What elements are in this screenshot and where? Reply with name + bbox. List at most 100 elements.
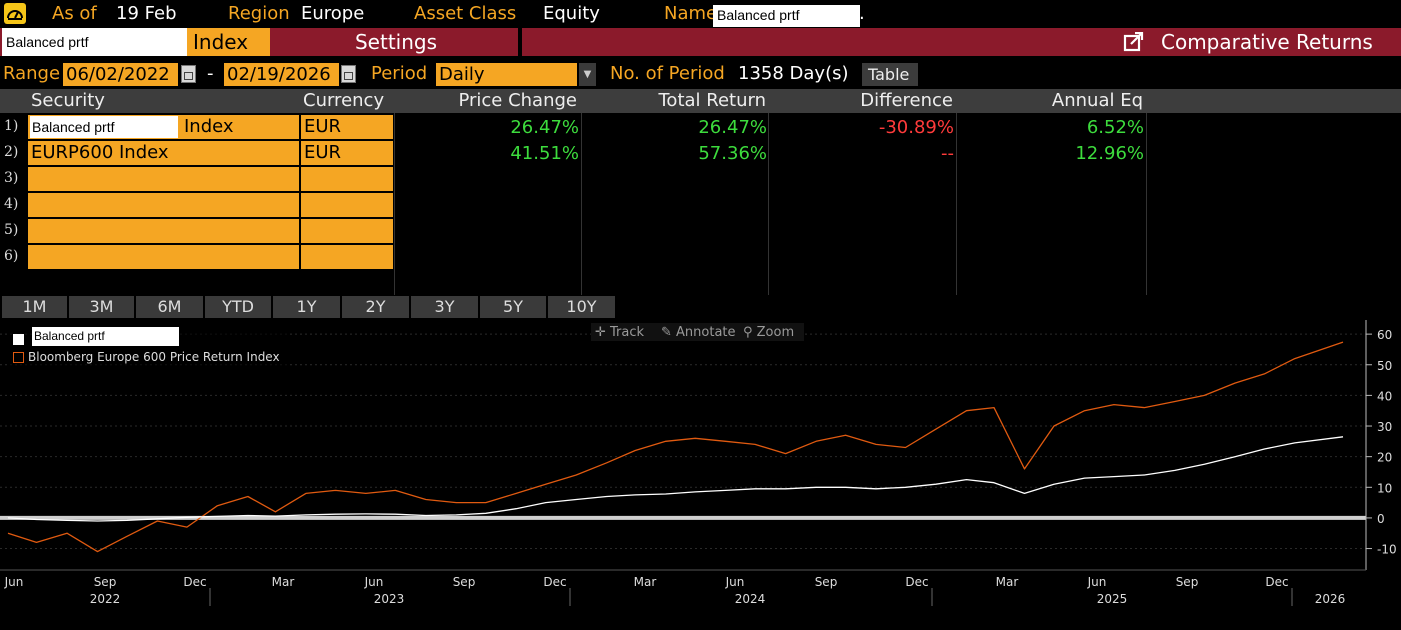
- range-3y-button[interactable]: 3Y: [411, 296, 478, 318]
- x-month-label: Dec: [183, 575, 206, 589]
- y-tick-label: 60: [1377, 328, 1392, 342]
- x-month-label: Dec: [1265, 575, 1288, 589]
- comparative-returns-chart[interactable]: 60 50 40 30 20 10 0 -10 Jun Sep Dec Mar Jun Sep Dec Mar…: [0, 320, 1401, 630]
- x-month-label: Jun: [725, 575, 745, 589]
- legend-label-portfolio[interactable]: Balanced prtf: [32, 327, 179, 346]
- col-header-difference[interactable]: Difference: [769, 89, 956, 113]
- period-label: Period: [371, 63, 428, 84]
- header-bar: Balanced prtf Index Settings Comparative…: [0, 28, 1401, 56]
- range-buttons: 1M 3M 6M YTD 1Y 2Y 3Y 5Y 10Y: [0, 296, 1401, 320]
- range-3m-button[interactable]: 3M: [69, 296, 134, 318]
- currency-cell[interactable]: EUR: [301, 115, 393, 139]
- top-info-bar: As of 19 Feb Region Europe Asset Class E…: [0, 0, 1401, 28]
- security-suffix: Index: [184, 116, 234, 137]
- x-month-label: Mar: [634, 575, 657, 589]
- chart-svg[interactable]: 60 50 40 30 20 10 0 -10 Jun Sep Dec Mar Jun Sep Dec Mar…: [0, 320, 1401, 630]
- column-divider: [768, 113, 769, 295]
- row-number: 3): [4, 170, 19, 186]
- total-return-value: 26.47%: [698, 117, 767, 138]
- row-number: 2): [4, 144, 19, 160]
- y-tick-label: 10: [1377, 481, 1392, 495]
- chevron-down-icon[interactable]: ▼: [579, 63, 596, 86]
- col-header-total-return[interactable]: Total Return: [581, 89, 769, 113]
- asset-class-value[interactable]: Equity: [543, 3, 600, 24]
- col-header-price-change[interactable]: Price Change: [394, 89, 581, 113]
- range-1m-button[interactable]: 1M: [2, 296, 67, 318]
- y-tick-label: 20: [1377, 451, 1392, 465]
- col-header-security[interactable]: Security: [28, 89, 300, 113]
- page-title: Comparative Returns: [1161, 30, 1373, 54]
- x-month-label: Jun: [4, 575, 24, 589]
- tab-divider: [518, 28, 522, 56]
- column-divider: [956, 113, 957, 295]
- x-year-label: 2024: [735, 592, 766, 606]
- row-number: 6): [4, 248, 19, 264]
- currency-cell[interactable]: [301, 193, 393, 217]
- magnifier-icon: ⚲: [743, 325, 757, 340]
- calendar-icon[interactable]: [341, 65, 356, 83]
- region-value[interactable]: Europe: [301, 3, 365, 24]
- period-select[interactable]: Daily: [436, 63, 577, 86]
- zoom-tool[interactable]: ⚲ Zoom: [743, 325, 795, 340]
- currency-cell[interactable]: [301, 219, 393, 243]
- num-period-label: No. of Period: [610, 63, 725, 84]
- col-header-currency[interactable]: Currency: [300, 89, 394, 113]
- x-month-label: Sep: [94, 575, 117, 589]
- x-month-label: Sep: [453, 575, 476, 589]
- x-month-label: Jun: [1087, 575, 1107, 589]
- range-ytd-button[interactable]: YTD: [205, 296, 271, 318]
- calendar-icon[interactable]: [181, 65, 196, 83]
- y-tick-label: 40: [1377, 389, 1392, 403]
- range-dash: -: [207, 63, 214, 84]
- y-tick-label: 30: [1377, 420, 1392, 434]
- header-blank: [0, 89, 28, 113]
- x-year-label: 2025: [1097, 592, 1128, 606]
- security-type-field[interactable]: Index: [187, 28, 270, 56]
- annotate-tool[interactable]: ✎ Annotate: [661, 325, 736, 340]
- settings-tab[interactable]: Settings: [274, 28, 518, 56]
- chart-legend: Balanced prtf Bloomberg Europe 600 Price…: [7, 324, 287, 370]
- currency-cell[interactable]: [301, 245, 393, 269]
- crosshair-icon: ✛: [595, 325, 611, 340]
- legend-label-benchmark[interactable]: Bloomberg Europe 600 Price Return Index: [28, 350, 280, 364]
- table-button[interactable]: Table: [862, 63, 918, 86]
- range-5y-button[interactable]: 5Y: [480, 296, 546, 318]
- x-month-label: Mar: [996, 575, 1019, 589]
- security-cell[interactable]: Balanced prtf Index: [28, 115, 299, 139]
- x-year-label: 2023: [374, 592, 405, 606]
- chart-toolbar: ✛ Track ✎ Annotate ⚲ Zoom: [591, 323, 804, 341]
- name-input[interactable]: Balanced prtf: [713, 5, 860, 27]
- track-tool[interactable]: ✛ Track: [595, 325, 645, 340]
- as-of-value[interactable]: 19 Feb: [116, 3, 177, 24]
- col-header-annual-eq[interactable]: Annual Eq: [956, 89, 1146, 113]
- gauge-icon[interactable]: [4, 3, 26, 24]
- price-change-value: 26.47%: [510, 117, 579, 138]
- as-of-label: As of: [52, 3, 97, 24]
- y-tick-label: 50: [1377, 359, 1392, 373]
- security-name: Balanced prtf: [30, 116, 178, 138]
- security-cell[interactable]: EURP600 Index: [28, 141, 299, 165]
- range-6m-button[interactable]: 6M: [136, 296, 203, 318]
- range-2y-button[interactable]: 2Y: [342, 296, 409, 318]
- row-number: 4): [4, 196, 19, 212]
- security-cell[interactable]: [28, 167, 299, 191]
- currency-cell[interactable]: [301, 167, 393, 191]
- series-line: [7, 341, 1344, 553]
- pencil-icon: ✎: [661, 325, 677, 340]
- column-divider: [581, 113, 582, 295]
- security-cell[interactable]: [28, 219, 299, 243]
- x-month-label: Dec: [543, 575, 566, 589]
- x-month-label: Sep: [815, 575, 838, 589]
- security-cell[interactable]: [28, 245, 299, 269]
- currency-cell[interactable]: EUR: [301, 141, 393, 165]
- range-10y-button[interactable]: 10Y: [548, 296, 615, 318]
- start-date-field[interactable]: 06/02/2022: [63, 63, 178, 86]
- external-link-icon[interactable]: [1123, 32, 1145, 52]
- security-input[interactable]: Balanced prtf: [2, 28, 187, 56]
- security-cell[interactable]: [28, 193, 299, 217]
- y-tick-label: -10: [1377, 543, 1397, 557]
- range-1y-button[interactable]: 1Y: [273, 296, 340, 318]
- comparative-returns-title: Comparative Returns: [1121, 28, 1399, 56]
- x-month-label: Dec: [905, 575, 928, 589]
- end-date-field[interactable]: 02/19/2026: [224, 63, 339, 86]
